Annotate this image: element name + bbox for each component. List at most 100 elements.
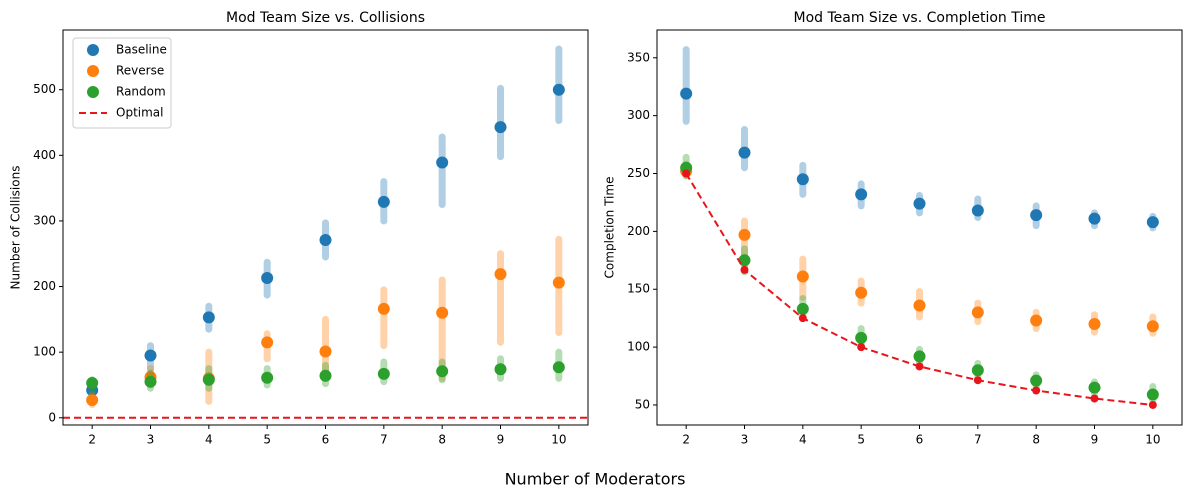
mean-point (1030, 374, 1043, 387)
mean-point (913, 299, 926, 312)
mean-point (86, 377, 99, 390)
x-tick-label: 5 (857, 433, 865, 447)
mean-point (436, 156, 449, 169)
y-tick-label: 500 (33, 82, 56, 96)
y-tick-label: 0 (48, 410, 56, 424)
optimal-point (740, 265, 749, 274)
legend-swatch (87, 44, 99, 56)
x-tick-label: 9 (497, 433, 505, 447)
mean-point (319, 233, 332, 246)
mean-point (1088, 381, 1101, 394)
mean-point (494, 363, 507, 376)
x-tick-label: 7 (974, 433, 982, 447)
optimal-point (857, 343, 866, 352)
mean-point (738, 228, 751, 241)
legend-swatch (87, 86, 99, 98)
mean-point (377, 195, 390, 208)
x-tick-label: 10 (551, 433, 566, 447)
optimal-point (973, 376, 982, 385)
chart-title: Mod Team Size vs. Collisions (226, 10, 425, 26)
y-tick-label: 150 (627, 282, 650, 296)
mean-point (1088, 317, 1101, 330)
mean-point (1088, 212, 1101, 225)
plot-frame (62, 29, 589, 426)
x-tick-label: 2 (682, 433, 690, 447)
mean-point (202, 373, 215, 386)
mean-point (202, 311, 215, 324)
x-tick-label: 8 (438, 433, 446, 447)
x-tick-label: 8 (1032, 433, 1040, 447)
x-tick-label: 10 (1145, 433, 1160, 447)
mean-point (494, 121, 507, 134)
figure-x-label: Number of Moderators (505, 470, 686, 489)
optimal-point (1148, 400, 1157, 409)
mean-point (1030, 314, 1043, 327)
legend-label: Optimal (116, 106, 163, 120)
y-tick-label: 250 (627, 166, 650, 180)
mean-point (377, 367, 390, 380)
mean-point (971, 364, 984, 377)
mean-point (144, 375, 157, 388)
mean-point (86, 394, 99, 407)
mean-point (971, 204, 984, 217)
y-tick-label: 300 (627, 108, 650, 122)
mean-point (913, 350, 926, 363)
legend: Baseline Reverse Random Optimal (72, 37, 172, 129)
x-tick-label: 7 (380, 433, 388, 447)
mean-point (796, 302, 809, 315)
mean-point (261, 272, 274, 285)
y-tick-label: 300 (33, 213, 56, 227)
mean-point (796, 270, 809, 283)
y-tick-label: 100 (627, 340, 650, 354)
mean-point (436, 306, 449, 319)
plot-frame (656, 29, 1183, 426)
mean-point (855, 286, 868, 299)
y-axis-label: Completion Time (603, 177, 617, 279)
y-tick-label: 100 (33, 345, 56, 359)
mean-point (738, 146, 751, 159)
mean-point (855, 188, 868, 201)
mean-point (319, 369, 332, 382)
mean-point (913, 197, 926, 210)
legend-swatch (87, 65, 99, 77)
x-tick-label: 3 (147, 433, 155, 447)
optimal-point (1090, 394, 1099, 403)
optimal-point (682, 169, 691, 178)
optimal-point (1032, 386, 1041, 395)
mean-point (680, 87, 693, 100)
x-tick-label: 2 (88, 433, 96, 447)
mean-point (680, 161, 693, 174)
y-tick-label: 350 (627, 50, 650, 64)
x-tick-label: 6 (322, 433, 330, 447)
y-tick-label: 200 (627, 224, 650, 238)
mean-point (144, 349, 157, 362)
y-tick-label: 200 (33, 279, 56, 293)
mean-point (552, 83, 565, 96)
x-tick-label: 4 (205, 433, 213, 447)
y-tick-label: 400 (33, 148, 56, 162)
mean-point (261, 371, 274, 384)
mean-point (436, 365, 449, 378)
mean-point (319, 345, 332, 358)
x-tick-label: 3 (741, 433, 749, 447)
legend-label: Baseline (116, 43, 167, 57)
y-tick-label: 50 (635, 397, 650, 411)
chart-title: Mod Team Size vs. Completion Time (794, 10, 1046, 26)
mean-point (796, 173, 809, 186)
x-tick-label: 6 (916, 433, 924, 447)
mean-point (971, 306, 984, 319)
x-tick-label: 9 (1091, 433, 1099, 447)
optimal-point (798, 314, 807, 323)
y-axis-label: Number of Collisions (9, 166, 23, 290)
legend-box (72, 37, 172, 129)
mean-point (1146, 388, 1159, 401)
mean-point (377, 302, 390, 315)
x-tick-label: 4 (799, 433, 807, 447)
mean-point (855, 331, 868, 344)
mean-point (1030, 209, 1043, 222)
mean-point (1146, 320, 1159, 333)
mean-point (261, 336, 274, 349)
legend-label: Random (116, 85, 166, 99)
mean-point (552, 276, 565, 289)
